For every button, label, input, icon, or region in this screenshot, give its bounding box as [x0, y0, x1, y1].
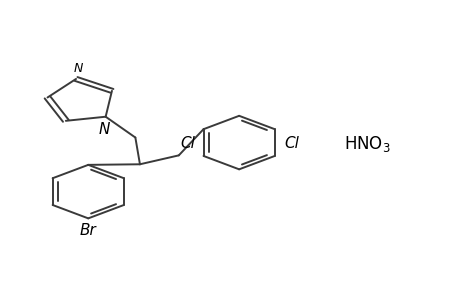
Text: N: N	[98, 122, 110, 137]
Text: N: N	[73, 62, 83, 75]
Text: HNO$_3$: HNO$_3$	[343, 134, 390, 154]
Text: Br: Br	[80, 223, 96, 238]
Text: Cl: Cl	[180, 136, 195, 151]
Text: Cl: Cl	[284, 136, 299, 151]
